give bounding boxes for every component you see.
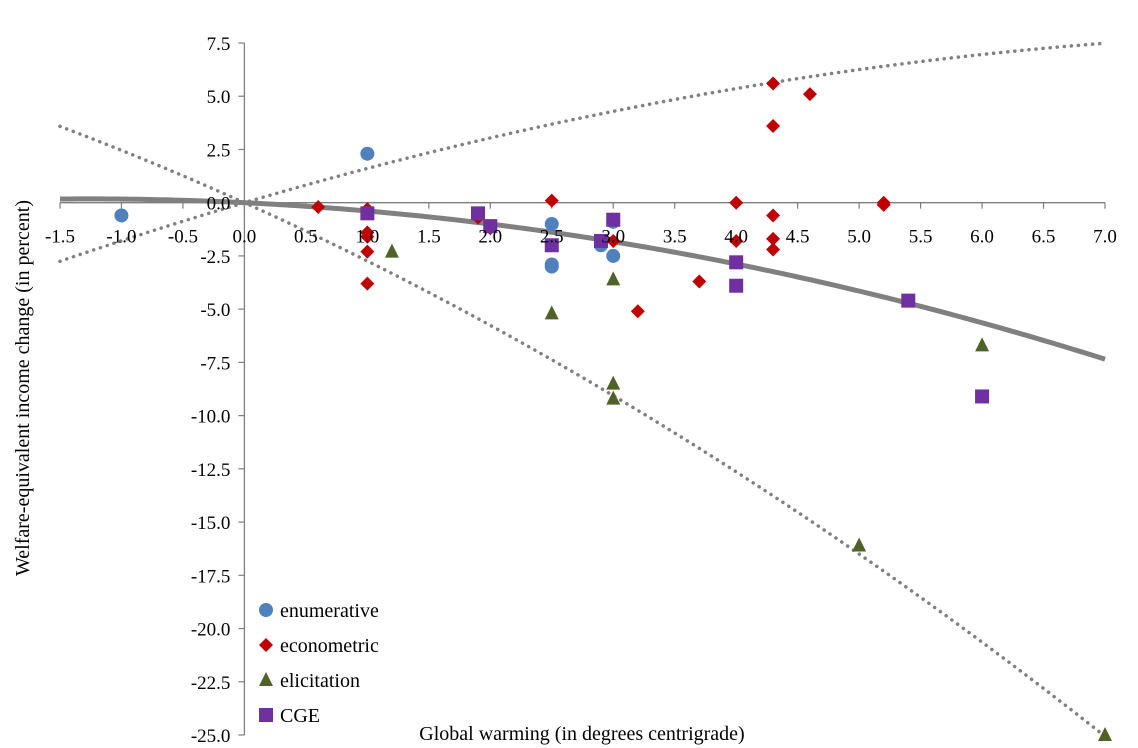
- y-axis-title: Welfare-equivalent income change (in per…: [12, 200, 34, 576]
- y-tick-label: 2.5: [207, 140, 231, 161]
- enumerative-point: [360, 146, 375, 161]
- elicitation-point: [384, 243, 399, 258]
- econometric-point: [692, 274, 707, 289]
- legend-item-cge: CGE: [259, 705, 320, 727]
- econometric-point: [766, 231, 781, 246]
- x-tick-label: -1.5: [45, 227, 75, 248]
- legend-marker-cge: [259, 708, 273, 722]
- x-tick-label: 6.5: [1032, 227, 1056, 248]
- tick-labels: -1.5 -1.0 -0.5 0.0 0.5 1.0 1.5 2.0 2.5 3.0 3.5 4.0 4…: [45, 34, 1117, 747]
- y-tick-label: -2.5: [200, 247, 230, 268]
- y-tick-label: -7.5: [200, 353, 230, 374]
- elicitation-point: [1098, 727, 1112, 741]
- y-tick-label: -17.5: [191, 566, 231, 587]
- econometric-point: [360, 244, 375, 259]
- x-tick-label: -1.0: [106, 227, 136, 248]
- cge-point: [593, 234, 608, 249]
- x-tick-label: 5.5: [909, 227, 933, 248]
- cge-point: [471, 206, 485, 221]
- x-tick-label: 6.0: [970, 227, 994, 248]
- econometric-point: [802, 87, 817, 102]
- enumerative-point: [544, 259, 559, 274]
- legend-label: elicitation: [280, 670, 360, 692]
- cge-point: [544, 238, 559, 253]
- cge-point: [901, 293, 916, 308]
- econometric-point: [360, 229, 375, 244]
- x-tick-label: -0.5: [168, 227, 198, 248]
- elicitation-point: [852, 537, 867, 552]
- y-tick-label: -22.5: [191, 673, 231, 694]
- econometric-point: [766, 76, 781, 91]
- legend-label: CGE: [280, 705, 320, 727]
- econometric-point: [544, 193, 559, 208]
- econometric-point: [766, 242, 781, 257]
- y-tick-label: 5.0: [207, 87, 231, 108]
- trend-line-solid: [59, 196, 1106, 362]
- x-tick-label: 3.5: [663, 227, 687, 248]
- y-tick-label: -10.0: [191, 407, 231, 428]
- x-axis-title: Global warming (in degrees centrigrade): [419, 723, 744, 745]
- trend-line-dotted: [58, 41, 1107, 264]
- legend-label: enumerative: [280, 600, 379, 622]
- cge-point: [360, 206, 375, 221]
- legend-item-elicitation: elicitation: [259, 670, 360, 692]
- x-tick-label: 1.0: [355, 227, 379, 248]
- x-tick-label: 0.0: [233, 227, 257, 248]
- x-tick-label: 2.5: [540, 227, 564, 248]
- trend-lines: [58, 41, 1107, 739]
- x-tick-label: 7.0: [1093, 227, 1117, 248]
- y-tick-label: 7.5: [207, 34, 231, 55]
- elicitation-point: [544, 305, 559, 320]
- data-points: [114, 76, 1112, 741]
- series-cge: [360, 206, 990, 404]
- x-tick-label: 4.5: [786, 227, 810, 248]
- econometric-point: [729, 195, 744, 210]
- y-tick-label: -12.5: [191, 460, 231, 481]
- legend-marker-econometric: [259, 638, 273, 652]
- econometric-point: [630, 304, 645, 319]
- legend-item-econometric: econometric: [259, 635, 379, 657]
- enumerative-point: [114, 208, 129, 223]
- enumerative-point: [606, 248, 621, 263]
- legend: enumerative econometric elicitation CGE: [259, 600, 379, 727]
- elicitation-point: [606, 375, 621, 390]
- series-elicitation: [384, 243, 1112, 741]
- trend-line-dotted: [58, 124, 1107, 739]
- y-tick-label: 0.0: [207, 194, 231, 215]
- x-tick-label: 5.0: [847, 227, 871, 248]
- cge-point: [729, 255, 744, 270]
- legend-item-enumerative: enumerative: [259, 600, 379, 622]
- enumerative-point: [544, 216, 559, 231]
- legend-label: econometric: [280, 635, 379, 657]
- y-tick-label: -20.0: [191, 620, 231, 641]
- econometric-point: [766, 119, 781, 134]
- x-tick-label: 0.5: [294, 227, 318, 248]
- econometric-point: [606, 234, 621, 249]
- cge-point: [975, 389, 990, 404]
- y-tick-label: -25.0: [191, 726, 231, 747]
- econometric-point: [360, 276, 375, 291]
- econometric-point: [766, 208, 781, 223]
- econometric-point: [311, 199, 326, 214]
- x-tick-label: 1.5: [417, 227, 441, 248]
- legend-marker-enumerative: [259, 603, 273, 617]
- x-tick-label: 3.0: [601, 227, 625, 248]
- cge-point: [483, 219, 498, 234]
- econometric-point: [876, 195, 891, 210]
- x-tick-label: 2.0: [478, 227, 502, 248]
- elicitation-point: [606, 390, 621, 405]
- x-tick-label: 4.0: [724, 227, 748, 248]
- cge-point: [606, 212, 621, 227]
- econometric-point: [729, 234, 744, 249]
- y-tick-label: -15.0: [191, 513, 231, 534]
- cge-point: [729, 278, 744, 293]
- y-tick-label: -5.0: [200, 300, 230, 321]
- elicitation-point: [975, 337, 990, 352]
- legend-marker-elicitation: [259, 672, 273, 686]
- elicitation-point: [606, 271, 621, 286]
